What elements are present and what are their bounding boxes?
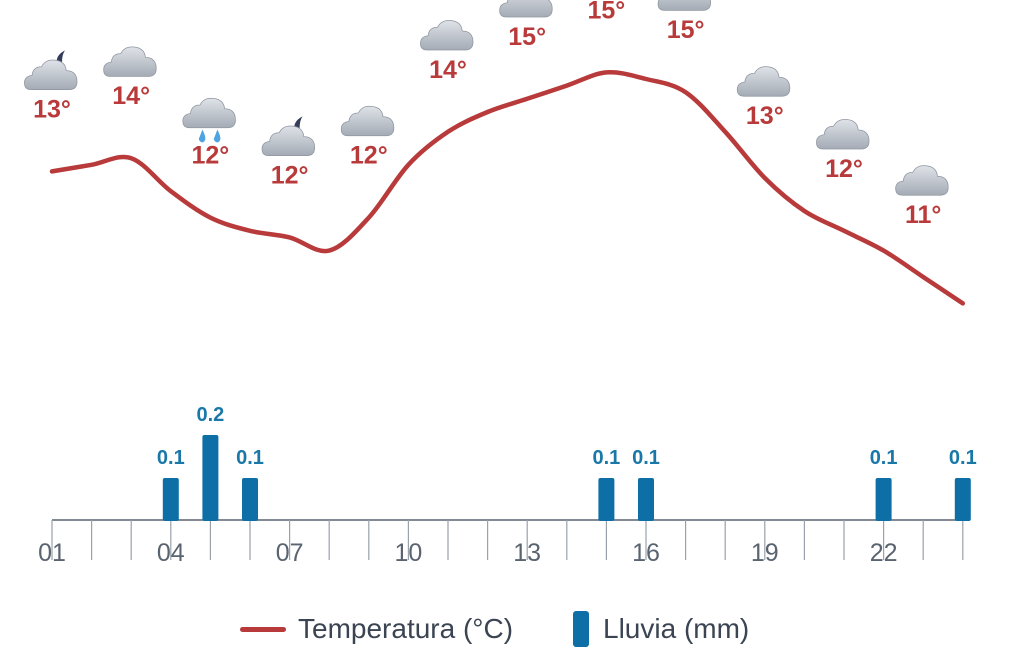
temperature-value-label: 15°: [587, 0, 625, 24]
legend-label-rain: Lluvia (mm): [603, 613, 750, 644]
temperature-series: [49, 69, 966, 306]
x-tick-label: 19: [751, 539, 779, 567]
cloud-icon: [895, 165, 949, 196]
x-tick-label: 13: [513, 539, 541, 567]
rain-bar: [875, 478, 892, 521]
weather-chart: 01 04 07 10 13 16 19 22 0.1 0.2 0.1 0.1 0.1 0.1 0.1 1…: [24, 0, 977, 567]
temperature-value-label: 15°: [508, 23, 546, 51]
cloud-icon: [816, 119, 870, 150]
rain-value-label: 0.2: [196, 404, 224, 426]
cloud-rain-icon: [182, 97, 236, 143]
cloud-icon: [657, 0, 712, 11]
legend-label-temperature: Temperatura (°C): [298, 613, 514, 644]
temperature-value-label: 15°: [667, 16, 705, 44]
x-tick-label: 16: [632, 539, 660, 567]
cloud-moon-icon: [24, 50, 78, 90]
cloud-shape: [340, 105, 395, 137]
x-tick-label: 22: [870, 539, 898, 567]
rain-series: 0.1 0.2 0.1 0.1 0.1 0.1 0.1: [157, 404, 977, 521]
cloud-shape: [103, 46, 157, 77]
rain-value-label: 0.1: [157, 447, 185, 469]
rain-bar: [162, 478, 179, 521]
legend-item-temperature: Temperatura (°C): [240, 604, 513, 654]
rain-value-label: 0.1: [632, 447, 660, 469]
rain-bar: [638, 478, 654, 521]
rain-bar: [598, 478, 615, 521]
x-tick-label: 01: [38, 539, 66, 567]
cloud-icon: [499, 0, 553, 18]
cloud-shape: [24, 59, 78, 90]
cloud-shape: [182, 97, 236, 129]
legend: Temperatura (°C) Lluvia (mm): [0, 604, 1011, 654]
rain-bar: [954, 478, 971, 521]
temperature-value-label: 13°: [746, 102, 784, 130]
cloud-shape: [420, 20, 474, 51]
cloud-shape: [657, 0, 712, 11]
temperature-value-label: 14°: [429, 56, 467, 84]
cloud-icon: [103, 46, 157, 77]
weather-icons: 13° 14° 12° 12° 12° 14° 15° 15° 15° 13° 12° 11°: [24, 0, 949, 229]
x-tick-label: 04: [157, 539, 185, 567]
cloud-shape: [261, 125, 316, 156]
cloud-icon: [420, 20, 474, 51]
temperature-value-label: 12°: [271, 161, 309, 189]
cloud-moon-icon: [261, 116, 316, 156]
temperature-value-label: 11°: [905, 201, 941, 229]
raindrop-icon: [198, 129, 206, 143]
cloud-shape: [816, 119, 870, 150]
cloud-shape: [895, 165, 949, 196]
x-tick-label: 07: [276, 539, 304, 567]
rain-value-label: 0.1: [870, 447, 898, 469]
temperature-line: [49, 69, 966, 306]
legend-bar-swatch: [573, 611, 589, 647]
cloud-icon: [736, 66, 791, 97]
temperature-value-label: 12°: [191, 142, 229, 170]
rain-bar: [242, 478, 258, 521]
cloud-shape: [736, 66, 791, 97]
temperature-value-label: 13°: [33, 95, 71, 123]
cloud-shape: [499, 0, 553, 18]
x-axis: 01 04 07 10 13 16 19 22: [38, 519, 964, 567]
temperature-value-label: 12°: [825, 155, 863, 183]
legend-line-swatch: [240, 626, 286, 632]
rain-bar: [202, 435, 219, 521]
cloud-icon: [340, 105, 395, 137]
temperature-value-label: 14°: [112, 82, 150, 110]
rain-value-label: 0.1: [236, 447, 264, 469]
rain-value-label: 0.1: [592, 447, 620, 469]
temperature-value-label: 12°: [350, 142, 388, 170]
rain-value-label: 0.1: [949, 447, 977, 469]
raindrop-icon: [213, 129, 221, 143]
legend-item-rain: Lluvia (mm): [573, 604, 749, 654]
x-tick-label: 10: [394, 539, 422, 567]
